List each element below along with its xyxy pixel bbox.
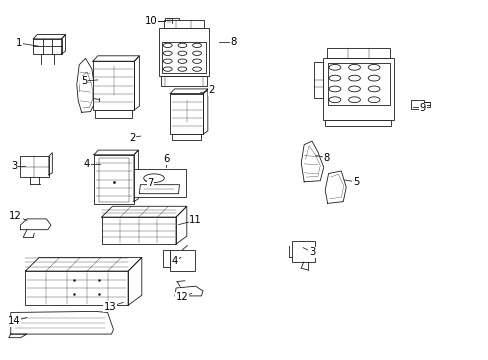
- Bar: [170, 94, 203, 134]
- Ellipse shape: [328, 75, 340, 81]
- Polygon shape: [20, 219, 51, 230]
- Bar: [93, 61, 134, 110]
- Ellipse shape: [163, 43, 172, 48]
- Polygon shape: [9, 334, 27, 338]
- Polygon shape: [170, 89, 207, 94]
- Bar: [172, 134, 201, 140]
- Text: 2: 2: [207, 85, 214, 95]
- Text: 1: 1: [16, 38, 23, 48]
- Bar: [292, 241, 314, 262]
- Bar: [313, 62, 322, 98]
- Bar: [165, 18, 179, 23]
- Bar: [424, 102, 429, 107]
- Text: 3: 3: [12, 161, 18, 171]
- Bar: [322, 58, 393, 120]
- Text: 7: 7: [147, 178, 154, 188]
- Ellipse shape: [367, 86, 379, 92]
- Text: 12: 12: [175, 292, 188, 302]
- Bar: [33, 39, 61, 54]
- Ellipse shape: [192, 67, 201, 71]
- Bar: [94, 155, 134, 204]
- Ellipse shape: [367, 64, 379, 70]
- Bar: [163, 250, 170, 267]
- Text: 8: 8: [230, 37, 236, 48]
- Text: 10: 10: [145, 16, 158, 26]
- Text: 9: 9: [419, 103, 426, 113]
- Bar: [20, 156, 49, 177]
- Ellipse shape: [143, 174, 164, 183]
- Bar: [159, 28, 208, 76]
- Ellipse shape: [163, 67, 172, 71]
- Text: 4: 4: [84, 159, 90, 169]
- Polygon shape: [93, 56, 139, 61]
- Polygon shape: [325, 171, 346, 203]
- Polygon shape: [203, 89, 207, 134]
- Polygon shape: [176, 206, 186, 244]
- Bar: [327, 63, 389, 105]
- Bar: [95, 110, 132, 118]
- Text: 3: 3: [308, 247, 314, 257]
- Bar: [25, 271, 128, 305]
- Ellipse shape: [348, 75, 360, 81]
- Ellipse shape: [192, 59, 201, 63]
- Text: 6: 6: [163, 154, 169, 164]
- Polygon shape: [25, 257, 142, 271]
- Polygon shape: [77, 58, 95, 112]
- Text: 11: 11: [189, 215, 202, 225]
- Ellipse shape: [328, 86, 340, 92]
- Bar: [161, 76, 206, 86]
- Polygon shape: [49, 153, 52, 175]
- Polygon shape: [175, 286, 203, 296]
- Polygon shape: [94, 150, 138, 155]
- Bar: [102, 217, 176, 244]
- Text: 13: 13: [103, 302, 116, 312]
- Ellipse shape: [163, 51, 172, 55]
- Polygon shape: [11, 311, 113, 334]
- Ellipse shape: [348, 86, 360, 92]
- Bar: [325, 120, 390, 126]
- Text: 4: 4: [172, 256, 178, 266]
- Ellipse shape: [328, 97, 340, 103]
- Polygon shape: [134, 56, 139, 110]
- Bar: [170, 250, 194, 271]
- Text: 12: 12: [9, 211, 22, 221]
- Bar: [326, 48, 389, 58]
- Bar: [99, 158, 129, 202]
- Text: 14: 14: [7, 316, 20, 326]
- Polygon shape: [134, 150, 138, 202]
- Ellipse shape: [178, 43, 186, 48]
- Ellipse shape: [192, 51, 201, 55]
- Text: 5: 5: [81, 76, 87, 86]
- Ellipse shape: [367, 75, 379, 81]
- Polygon shape: [139, 185, 179, 194]
- Ellipse shape: [328, 64, 340, 70]
- Ellipse shape: [192, 43, 201, 48]
- Ellipse shape: [348, 64, 360, 70]
- Ellipse shape: [178, 67, 186, 71]
- Polygon shape: [301, 141, 323, 182]
- Text: 5: 5: [352, 177, 359, 187]
- Ellipse shape: [367, 97, 379, 103]
- Bar: [162, 42, 205, 73]
- Ellipse shape: [178, 51, 186, 55]
- Bar: [410, 100, 424, 109]
- Bar: [134, 169, 185, 197]
- Polygon shape: [61, 35, 65, 54]
- Bar: [163, 20, 203, 28]
- Polygon shape: [128, 257, 142, 305]
- Ellipse shape: [348, 97, 360, 103]
- Text: 8: 8: [323, 153, 329, 163]
- Ellipse shape: [178, 59, 186, 63]
- Polygon shape: [33, 35, 65, 39]
- Polygon shape: [102, 206, 186, 217]
- Text: 2: 2: [128, 132, 135, 143]
- Ellipse shape: [163, 59, 172, 63]
